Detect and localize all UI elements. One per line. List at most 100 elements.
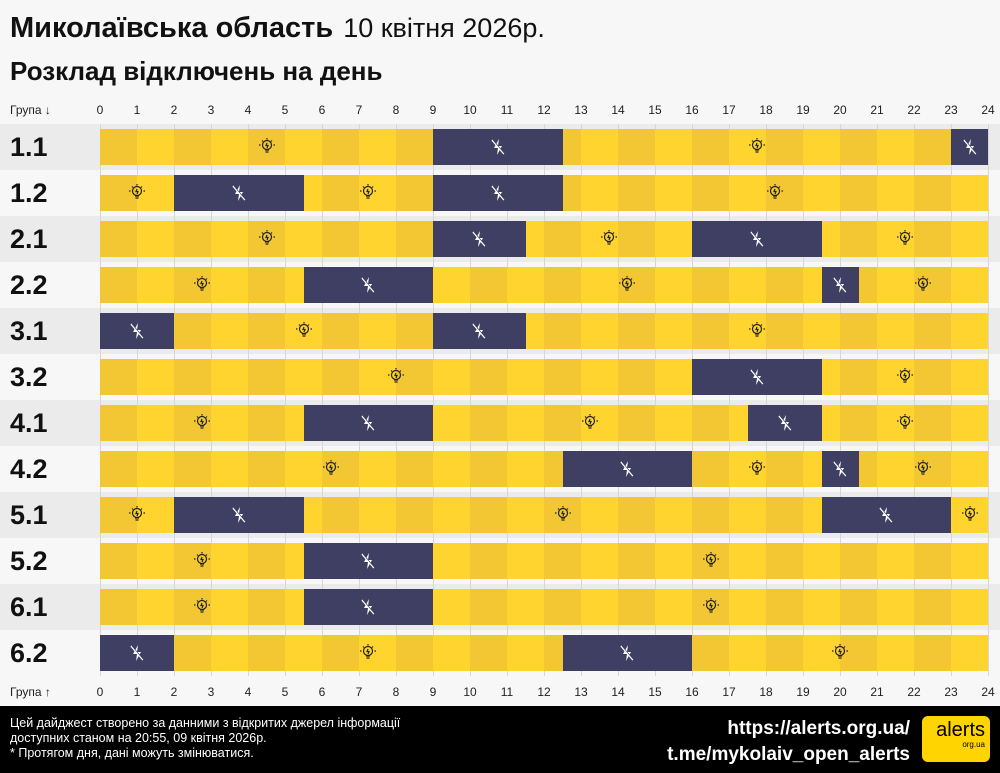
logo-text: alerts — [936, 719, 985, 741]
note-line: Цей дайджест створено за данними з відкр… — [10, 716, 401, 730]
tick-label: 15 — [648, 103, 662, 117]
power-on-segment — [822, 359, 989, 395]
tick-label: 6 — [318, 685, 326, 699]
power-on-hour — [248, 589, 285, 625]
tick-label: 8 — [392, 685, 400, 699]
group-label: 6.1 — [10, 592, 48, 622]
power-on-hour — [877, 129, 914, 165]
power-off-icon — [358, 597, 378, 617]
group-label: 3.2 — [10, 362, 48, 392]
power-on-hour — [951, 405, 988, 441]
power-on-hour — [729, 267, 766, 303]
tick-label: 2 — [170, 685, 178, 699]
lightbulb-icon — [960, 505, 980, 525]
outage-segment — [433, 313, 526, 349]
power-on-hour — [211, 451, 248, 487]
power-on-hour — [766, 267, 803, 303]
tick-label: 22 — [907, 685, 921, 699]
power-on-segment — [433, 267, 822, 303]
power-on-hour — [211, 221, 248, 257]
lightbulb-icon — [701, 597, 721, 617]
outage-segment — [821, 267, 859, 303]
power-on-hour — [100, 267, 137, 303]
power-on-hour — [211, 129, 248, 165]
gridline — [988, 538, 989, 584]
group-label: 1.2 — [10, 178, 48, 208]
power-on-hour — [951, 313, 988, 349]
power-on-hour — [544, 543, 581, 579]
power-on-hour — [914, 313, 951, 349]
lightbulb-icon — [747, 459, 767, 479]
power-on-hour — [433, 405, 470, 441]
outage-segment — [433, 221, 526, 257]
power-on-hour — [840, 359, 877, 395]
note-line: * Протягом дня, дані можуть змінюватися. — [10, 746, 254, 760]
power-on-hour — [840, 405, 877, 441]
gridline — [988, 584, 989, 630]
power-on-hour — [248, 405, 285, 441]
power-on-hour — [100, 221, 137, 257]
tick-label: 13 — [574, 103, 588, 117]
outage-segment — [821, 451, 859, 487]
tick-label: 20 — [833, 103, 847, 117]
power-on-hour — [137, 221, 174, 257]
power-on-hour — [655, 129, 692, 165]
tick-label: 17 — [722, 685, 736, 699]
power-on-hour — [581, 221, 618, 257]
tick-label: 11 — [500, 685, 514, 699]
bottom-axis: Група ↑ 0 1 2 3 4 5 6 7 8 9 10 11 12 13 14 15 16 17 18 19 20 2… — [0, 682, 1000, 702]
tick-label: 4 — [244, 685, 252, 699]
tick-label: 1 — [133, 103, 141, 117]
power-on-hour — [951, 175, 988, 211]
telegram-link[interactable]: t.me/mykolaiv_open_alerts — [667, 744, 910, 765]
power-off-icon — [830, 275, 850, 295]
power-off-icon — [747, 229, 767, 249]
tick-label: 18 — [759, 103, 773, 117]
power-on-hour — [618, 543, 655, 579]
power-on-hour — [618, 129, 655, 165]
power-on-hour — [692, 129, 729, 165]
group-row: 5.1 — [0, 492, 1000, 538]
power-off-icon — [617, 459, 637, 479]
tick-label: 22 — [907, 103, 921, 117]
power-on-hour — [359, 313, 396, 349]
website-link[interactable]: https://alerts.org.ua/ — [727, 718, 910, 739]
tick-label: 2 — [170, 103, 178, 117]
outage-segment — [100, 313, 174, 349]
power-on-hour — [877, 589, 914, 625]
power-on-hour — [840, 313, 877, 349]
outage-segment — [562, 451, 692, 487]
lightbulb-icon — [747, 321, 767, 341]
axis-label: Група ↓ — [10, 103, 51, 117]
power-on-hour — [100, 589, 137, 625]
lightbulb-icon — [599, 229, 619, 249]
tick-label: 15 — [648, 685, 662, 699]
power-on-hour — [655, 543, 692, 579]
power-on-hour — [359, 497, 396, 533]
outage-segment — [747, 405, 822, 441]
power-on-hour — [137, 451, 174, 487]
lightbulb-icon — [580, 413, 600, 433]
power-on-hour — [322, 497, 359, 533]
tick-label: 14 — [611, 685, 625, 699]
power-off-icon — [229, 505, 249, 525]
group-row: 3.2 — [0, 354, 1000, 400]
power-on-hour — [396, 313, 433, 349]
power-on-hour — [914, 129, 951, 165]
power-on-hour — [396, 359, 433, 395]
power-on-hour — [914, 589, 951, 625]
outage-segment — [692, 221, 822, 257]
outage-segment — [303, 405, 433, 441]
outage-segment — [174, 175, 304, 211]
power-on-hour — [729, 451, 766, 487]
outage-segment — [433, 175, 563, 211]
power-on-hour — [951, 543, 988, 579]
group-row: 6.1 — [0, 584, 1000, 630]
power-on-hour — [100, 405, 137, 441]
power-on-segment — [304, 175, 434, 211]
tick-label: 6 — [318, 103, 326, 117]
power-off-icon — [960, 137, 980, 157]
lightbulb-icon — [358, 643, 378, 663]
power-on-segment — [100, 405, 304, 441]
power-on-hour — [285, 635, 322, 671]
